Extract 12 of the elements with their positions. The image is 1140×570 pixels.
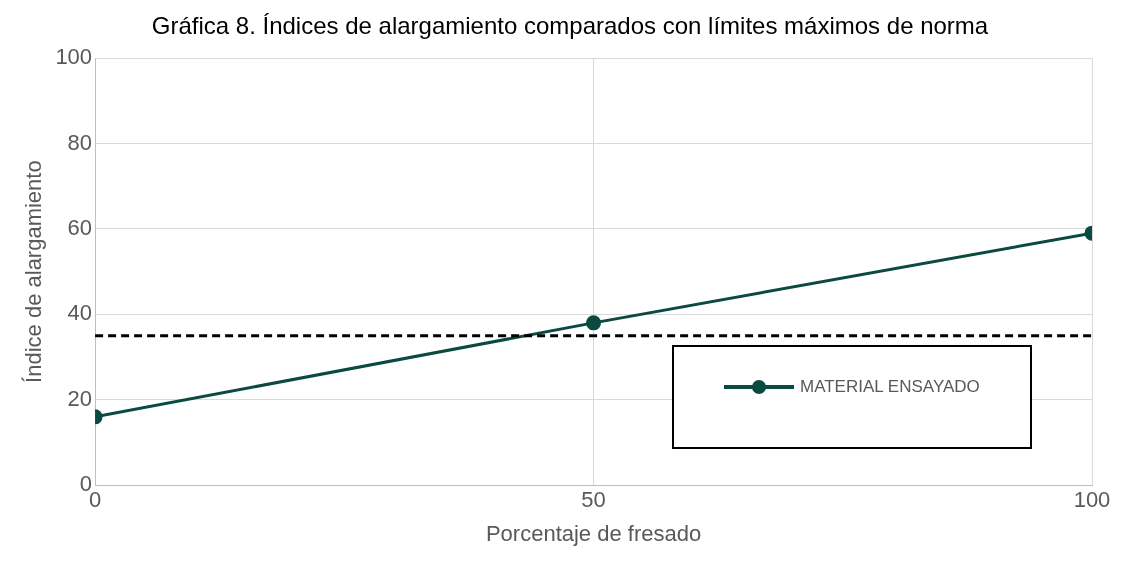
y-tick-label: 100 (55, 44, 93, 70)
y-axis-title: Índice de alargamiento (21, 160, 47, 383)
legend-frame: MATERIAL ENSAYADO (672, 345, 1032, 450)
y-tick-label: 40 (67, 300, 93, 326)
x-tick-label: 100 (1073, 487, 1111, 513)
chart-title: Gráfica 8. Índices de alargamiento comparados con límites máximos de norma (150, 12, 990, 40)
x-tick-label: 50 (581, 487, 606, 513)
x-axis-title: Porcentaje de fresado (485, 520, 702, 546)
y-tick-label: 20 (67, 385, 93, 411)
legend-label: MATERIAL ENSAYADO (800, 377, 980, 398)
y-tick-label: 60 (67, 214, 93, 240)
y-tick-label: 80 (67, 129, 93, 155)
